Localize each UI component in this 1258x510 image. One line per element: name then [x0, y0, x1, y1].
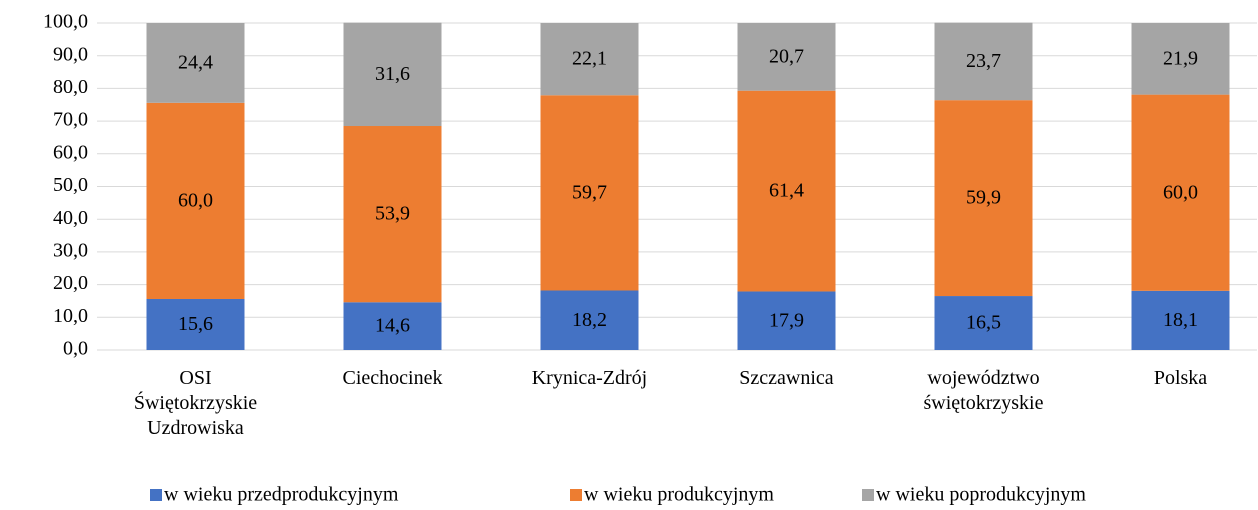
bar-segment: [737, 23, 836, 91]
bar-segment: [1131, 290, 1230, 350]
data-label: 53,9: [375, 203, 410, 225]
y-tick-label: 80,0: [53, 76, 88, 98]
data-label: 60,0: [178, 189, 213, 211]
data-label: 23,7: [966, 50, 1001, 72]
data-label: 16,5: [966, 312, 1001, 334]
x-tick-label: Polska: [1153, 367, 1208, 389]
bar-segment: [1131, 23, 1230, 95]
bar-segment: [540, 95, 639, 291]
x-tick-label: województwo świętokrzyskie: [923, 367, 1044, 414]
data-label: 59,7: [572, 181, 607, 203]
x-tick-label: Krynica-Zdrój: [531, 367, 648, 389]
y-tick-label: 0,0: [63, 338, 88, 360]
y-tick-label: 40,0: [53, 207, 88, 229]
data-label: 15,6: [178, 313, 213, 335]
legend-label: w wieku produkcyjnym: [584, 484, 774, 506]
bar-segment: [737, 90, 836, 292]
legend-label: w wieku przedprodukcyjnym: [164, 484, 399, 506]
y-tick-label: 60,0: [53, 141, 88, 163]
data-label: 21,9: [1163, 47, 1198, 69]
bar-segment: [146, 298, 245, 350]
data-label: 59,9: [966, 187, 1001, 209]
bar-segment: [343, 126, 442, 303]
data-label: 18,2: [572, 309, 607, 331]
bar-segment: [540, 23, 639, 96]
data-label: 60,0: [1163, 181, 1198, 203]
data-label: 17,9: [769, 309, 804, 331]
bar-segment: [1131, 94, 1230, 291]
y-tick-label: 50,0: [53, 174, 88, 196]
data-label: 24,4: [178, 51, 213, 73]
legend-swatch: [570, 489, 582, 501]
data-label: 61,4: [769, 180, 804, 202]
y-tick-label: 20,0: [53, 272, 88, 294]
y-tick-label: 100,0: [43, 11, 88, 33]
bar-segment: [343, 302, 442, 350]
x-tick-label: Szczawnica: [739, 367, 834, 389]
data-label: 31,6: [375, 63, 410, 85]
legend-swatch: [150, 489, 162, 501]
bar-segment: [737, 291, 836, 350]
legend-swatch: [862, 489, 874, 501]
bar-segment: [934, 100, 1033, 297]
x-tick-label: Ciechocinek: [342, 367, 443, 389]
bar-segment: [934, 22, 1033, 101]
y-tick-label: 70,0: [53, 109, 88, 131]
data-label: 14,6: [375, 315, 410, 337]
legend-label: w wieku poprodukcyjnym: [876, 484, 1086, 506]
data-label: 18,1: [1163, 309, 1198, 331]
bar-segment: [540, 290, 639, 350]
y-tick-label: 30,0: [53, 239, 88, 261]
data-label: 20,7: [769, 45, 804, 67]
y-tick-label: 10,0: [53, 305, 88, 327]
bar-segment: [343, 22, 442, 127]
bar-segment: [146, 23, 245, 103]
bar-segment: [934, 296, 1033, 350]
x-tick-label: OSI Świętokrzyskie Uzdrowiska: [133, 367, 258, 439]
y-tick-label: 90,0: [53, 43, 88, 65]
data-label: 22,1: [572, 48, 607, 70]
bar-segment: [146, 102, 245, 299]
